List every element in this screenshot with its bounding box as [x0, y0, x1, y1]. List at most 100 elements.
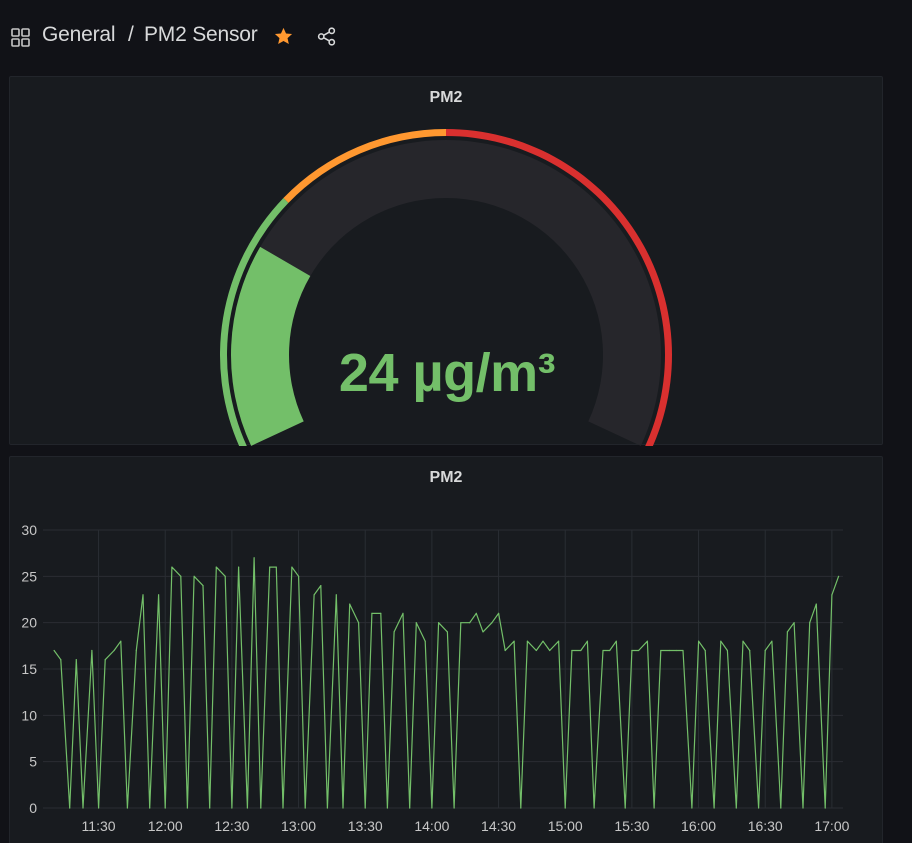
data-point: [615, 640, 617, 642]
data-point: [593, 807, 595, 809]
data-point: [809, 622, 811, 624]
gauge-track: [231, 140, 661, 446]
data-point: [326, 807, 328, 809]
data-point: [364, 807, 366, 809]
data-point: [475, 612, 477, 614]
data-point: [215, 566, 217, 568]
x-tick-label: 12:30: [214, 818, 249, 834]
data-point: [282, 807, 284, 809]
x-tick-label: 12:00: [148, 818, 183, 834]
gauge-value-fill: [231, 246, 311, 446]
data-point: [253, 557, 255, 559]
series-line: [53, 557, 840, 809]
gauge-panel[interactable]: PM2 24 µg/m³: [9, 76, 883, 446]
data-point: [549, 649, 551, 652]
data-point: [742, 640, 744, 642]
data-point: [460, 622, 462, 624]
gauge-value: 24 µg/m³: [338, 343, 556, 403]
data-point: [786, 631, 789, 633]
data-point: [815, 603, 817, 605]
data-point: [60, 659, 62, 661]
data-point: [304, 807, 306, 809]
data-point: [482, 631, 484, 633]
data-point: [638, 649, 640, 652]
data-point: [269, 566, 271, 568]
gauge-chart: [219, 129, 672, 446]
data-point: [624, 807, 626, 809]
data-point: [824, 807, 826, 809]
share-icon[interactable]: [316, 26, 337, 47]
x-tick-label: 15:30: [614, 818, 649, 834]
data-point: [838, 575, 840, 577]
y-tick-label: 25: [21, 568, 37, 584]
data-point: [415, 622, 417, 624]
gauge-panel-title[interactable]: PM2: [429, 89, 463, 106]
data-point: [586, 640, 589, 642]
data-point: [780, 807, 782, 809]
y-tick-label: 20: [21, 615, 37, 631]
data-point: [158, 594, 160, 596]
data-point: [238, 566, 240, 568]
breadcrumb-folder-link[interactable]: General: [42, 23, 116, 46]
data-point: [646, 640, 649, 642]
star-icon[interactable]: [273, 26, 294, 47]
data-point: [713, 807, 715, 809]
data-point: [82, 807, 84, 809]
data-point: [371, 612, 373, 614]
dashboard-title[interactable]: PM2 Sensor: [144, 23, 258, 46]
x-tick-label: 16:30: [748, 818, 783, 834]
data-point: [386, 807, 388, 809]
x-tick-label: 17:00: [814, 818, 849, 834]
data-point: [275, 566, 277, 568]
data-point: [726, 649, 729, 652]
x-tick-label: 13:00: [281, 818, 316, 834]
data-point: [438, 622, 440, 624]
data-point: [749, 649, 751, 652]
data-point: [431, 807, 433, 809]
data-point: [602, 649, 604, 652]
data-point: [342, 807, 344, 809]
data-point: [453, 807, 455, 809]
data-point: [469, 622, 471, 624]
x-tick-label: 14:30: [481, 818, 516, 834]
data-point: [335, 594, 337, 596]
data-point: [720, 640, 722, 642]
data-point: [660, 649, 662, 652]
data-point: [358, 622, 360, 624]
breadcrumb-separator: /: [128, 23, 134, 46]
data-point: [349, 603, 351, 605]
data-point: [171, 566, 173, 568]
data-point: [631, 649, 633, 652]
data-point: [202, 585, 204, 587]
data-point: [164, 807, 166, 809]
x-tick-label: 11:30: [82, 818, 116, 834]
data-point: [113, 649, 115, 652]
data-point: [564, 807, 566, 809]
data-point: [246, 807, 248, 809]
gauge-threshold-segment-2: [446, 129, 672, 446]
data-point: [682, 649, 684, 652]
dashboard-grid-icon[interactable]: [11, 28, 30, 47]
data-point: [558, 640, 560, 642]
data-point: [513, 640, 515, 642]
data-point: [653, 807, 655, 809]
data-point: [231, 807, 233, 809]
data-point: [758, 807, 760, 809]
data-point: [520, 807, 522, 809]
data-point: [380, 612, 382, 614]
data-point: [209, 807, 211, 809]
data-point: [180, 575, 182, 577]
y-tick-label: 0: [29, 800, 37, 816]
data-point: [691, 807, 693, 809]
time-series-panel[interactable]: PM2 0 5 10 15 20 25 30 11:30 12:00 12:30 13:00 13:3…: [9, 456, 883, 843]
data-point: [793, 622, 795, 624]
data-point: [298, 575, 300, 577]
x-tick-label: 16:00: [681, 818, 716, 834]
data-point: [291, 566, 293, 568]
data-point: [735, 807, 737, 809]
top-navbar: General / PM2 Sensor: [0, 0, 912, 72]
data-point: [120, 640, 122, 642]
data-point: [609, 649, 611, 652]
graph-panel-title[interactable]: PM2: [429, 469, 463, 486]
data-point: [424, 640, 426, 642]
